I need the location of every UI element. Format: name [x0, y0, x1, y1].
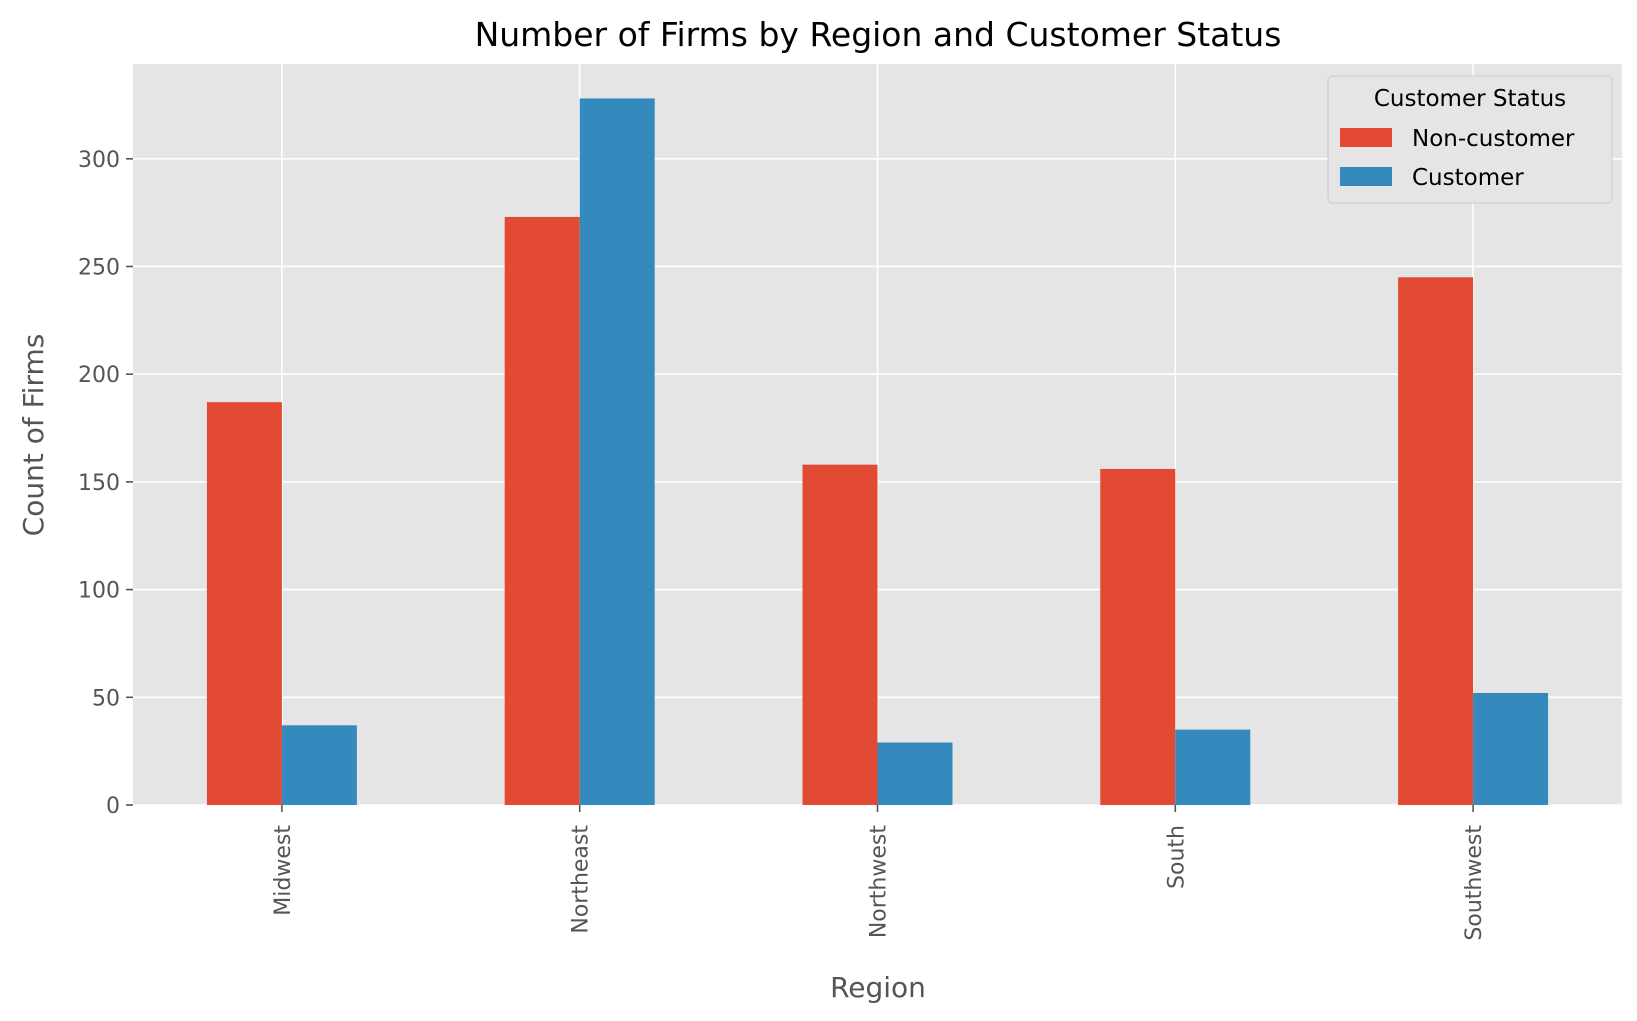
- y-tick-label: 250: [78, 255, 120, 280]
- x-axis: Midwest Northeast Northwest South Southwest: [271, 805, 1487, 941]
- x-tick-label: Southwest: [1462, 825, 1487, 941]
- bars: [206, 98, 1549, 806]
- y-tick-label: 300: [78, 148, 120, 173]
- bar-non-customer: [504, 216, 580, 805]
- legend-box: [1327, 75, 1613, 204]
- y-tick-label: 100: [78, 579, 120, 604]
- y-tick-label: 0: [106, 794, 120, 819]
- legend: Customer Status Non-customer Customer: [1327, 75, 1613, 204]
- bar-customer: [877, 742, 953, 805]
- y-tick-label: 200: [78, 363, 120, 388]
- bar-customer: [1473, 692, 1549, 805]
- legend-swatch: [1340, 128, 1392, 147]
- chart-title: Number of Firms by Region and Customer S…: [475, 15, 1282, 54]
- bar-non-customer: [1398, 277, 1474, 805]
- bar-customer: [1175, 729, 1251, 805]
- y-axis: 0 50 100 150 200 250 300: [78, 148, 133, 819]
- bar-non-customer: [1100, 468, 1176, 805]
- bar-customer: [281, 725, 357, 805]
- x-tick-label: Northwest: [867, 825, 892, 939]
- x-tick-label: Midwest: [271, 825, 296, 916]
- x-tick-label: Northeast: [569, 825, 594, 934]
- y-tick-label: 50: [92, 686, 120, 711]
- x-tick-label: South: [1164, 825, 1189, 889]
- legend-swatch: [1340, 167, 1392, 186]
- bar-non-customer: [802, 464, 878, 805]
- bar-customer: [579, 98, 655, 806]
- x-axis-title: Region: [830, 971, 926, 1004]
- bar-non-customer: [206, 402, 282, 805]
- y-tick-label: 150: [78, 471, 120, 496]
- legend-label: Non-customer: [1412, 126, 1575, 152]
- y-axis-title: Count of Firms: [17, 334, 50, 537]
- legend-title: Customer Status: [1374, 86, 1566, 112]
- legend-label: Customer: [1412, 165, 1524, 191]
